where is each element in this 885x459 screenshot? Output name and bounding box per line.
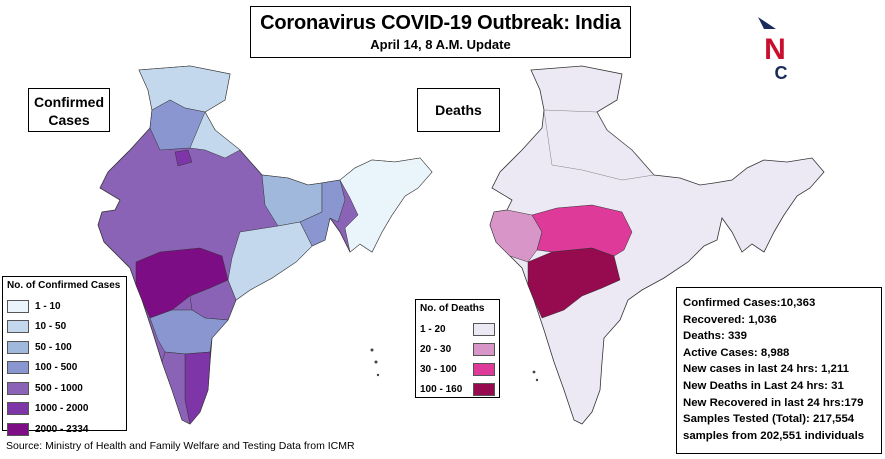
confirmed-cases-map bbox=[97, 65, 433, 425]
stat-line: Deaths: 339 bbox=[683, 330, 747, 343]
page-subtitle: April 14, 8 A.M. Update bbox=[370, 37, 511, 52]
legend-label: 100 - 160 bbox=[420, 383, 463, 395]
confirmed-cases-label: Confirmed Cases bbox=[28, 88, 110, 132]
logo-letter-c: C bbox=[775, 63, 788, 83]
legend-label: 30 - 100 bbox=[420, 363, 457, 375]
deaths-legend: No. of Deaths 1 - 20 20 - 30 30 - 100 100 -… bbox=[415, 299, 500, 398]
region-northern-states bbox=[543, 109, 655, 181]
legend-label: 1 - 10 bbox=[35, 300, 61, 312]
source-note: Source: Ministry of Health and Family We… bbox=[6, 440, 355, 452]
legend-item: 2000 - 2334 bbox=[7, 419, 122, 440]
legend-swatch bbox=[7, 381, 29, 395]
legend-item: 1000 - 2000 bbox=[7, 399, 122, 420]
legend-item: 100 - 500 bbox=[7, 358, 122, 379]
region-andhra-karnataka bbox=[149, 309, 229, 355]
stat-line: New cases in last 24 hrs: 1,211 bbox=[683, 363, 849, 376]
islands-dot bbox=[532, 370, 536, 374]
page-title: Coronavirus COVID-19 Outbreak: India bbox=[260, 12, 621, 34]
legend-label: 50 - 100 bbox=[35, 341, 72, 353]
legend-swatch bbox=[7, 361, 29, 375]
region-west-bengal bbox=[299, 179, 346, 247]
stat-line: Active Cases: 8,988 bbox=[683, 346, 790, 359]
region-maharashtra bbox=[527, 247, 621, 319]
legend-label: 1000 - 2000 bbox=[35, 403, 89, 415]
title-box: Coronavirus COVID-19 Outbreak: India Apr… bbox=[250, 6, 631, 58]
legend-item: 50 - 100 bbox=[7, 337, 122, 358]
legend-swatch bbox=[473, 322, 495, 336]
legend-label: 10 - 50 bbox=[35, 321, 67, 333]
stat-line: New Deaths in Last 24 hrs: 31 bbox=[683, 379, 844, 392]
region-tamil-nadu bbox=[184, 351, 211, 425]
stat-line: Recovered: 1,036 bbox=[683, 313, 777, 326]
region-kerala bbox=[161, 351, 191, 425]
legend-swatch bbox=[7, 422, 29, 436]
islands-dot bbox=[535, 378, 539, 382]
stat-line: Samples Tested (Total): 217,554 bbox=[683, 413, 855, 426]
stat-line: New Recovered in last 24 hrs:179 bbox=[683, 396, 864, 409]
logo-letter-n: N bbox=[764, 33, 786, 66]
region-madhya-pradesh bbox=[531, 204, 633, 257]
deaths-label: Deaths bbox=[417, 88, 500, 132]
logo-arrow-icon bbox=[758, 17, 776, 29]
legend-swatch bbox=[7, 320, 29, 334]
legend-swatch bbox=[473, 362, 495, 376]
legend-item: 1 - 20 bbox=[420, 319, 495, 339]
region-jammu-kashmir bbox=[138, 65, 231, 113]
deaths-map bbox=[489, 65, 825, 425]
deaths-legend-title: No. of Deaths bbox=[420, 303, 485, 314]
legend-item: 500 - 1000 bbox=[7, 378, 122, 399]
legend-item: 100 - 160 bbox=[420, 379, 495, 399]
legend-label: 2000 - 2334 bbox=[35, 423, 89, 435]
legend-swatch bbox=[7, 340, 29, 354]
stat-line: Confirmed Cases:10,363 bbox=[683, 297, 816, 309]
legend-swatch bbox=[473, 342, 495, 356]
region-uttarakhand bbox=[189, 111, 241, 159]
legend-label: 100 - 500 bbox=[35, 362, 78, 374]
islands-dot bbox=[370, 348, 374, 352]
stats-box: Confirmed Cases:10,363 Recovered: 1,036 De… bbox=[676, 287, 882, 454]
islands-dot bbox=[376, 373, 380, 377]
legend-item: 1 - 10 bbox=[7, 296, 122, 317]
legend-swatch bbox=[7, 299, 29, 313]
confirmed-legend: No. of Confirmed Cases 1 - 10 10 - 50 50 -… bbox=[2, 276, 127, 436]
islands-dot bbox=[374, 360, 378, 364]
region-delhi bbox=[174, 149, 193, 167]
region-chhattisgarh-odisha bbox=[227, 221, 313, 301]
legend-swatch bbox=[7, 402, 29, 416]
legend-item: 10 - 50 bbox=[7, 317, 122, 338]
legend-label: 20 - 30 bbox=[420, 343, 452, 355]
nc-logo: N C bbox=[758, 17, 788, 83]
legend-item: 30 - 100 bbox=[420, 359, 495, 379]
confirmed-legend-title: No. of Confirmed Cases bbox=[7, 280, 121, 291]
legend-swatch bbox=[473, 382, 495, 396]
stat-line: samples from 202,551 individuals bbox=[683, 429, 865, 442]
region-northeast bbox=[339, 157, 433, 253]
legend-item: 20 - 30 bbox=[420, 339, 495, 359]
legend-label: 1 - 20 bbox=[420, 323, 446, 335]
legend-label: 500 - 1000 bbox=[35, 382, 83, 394]
